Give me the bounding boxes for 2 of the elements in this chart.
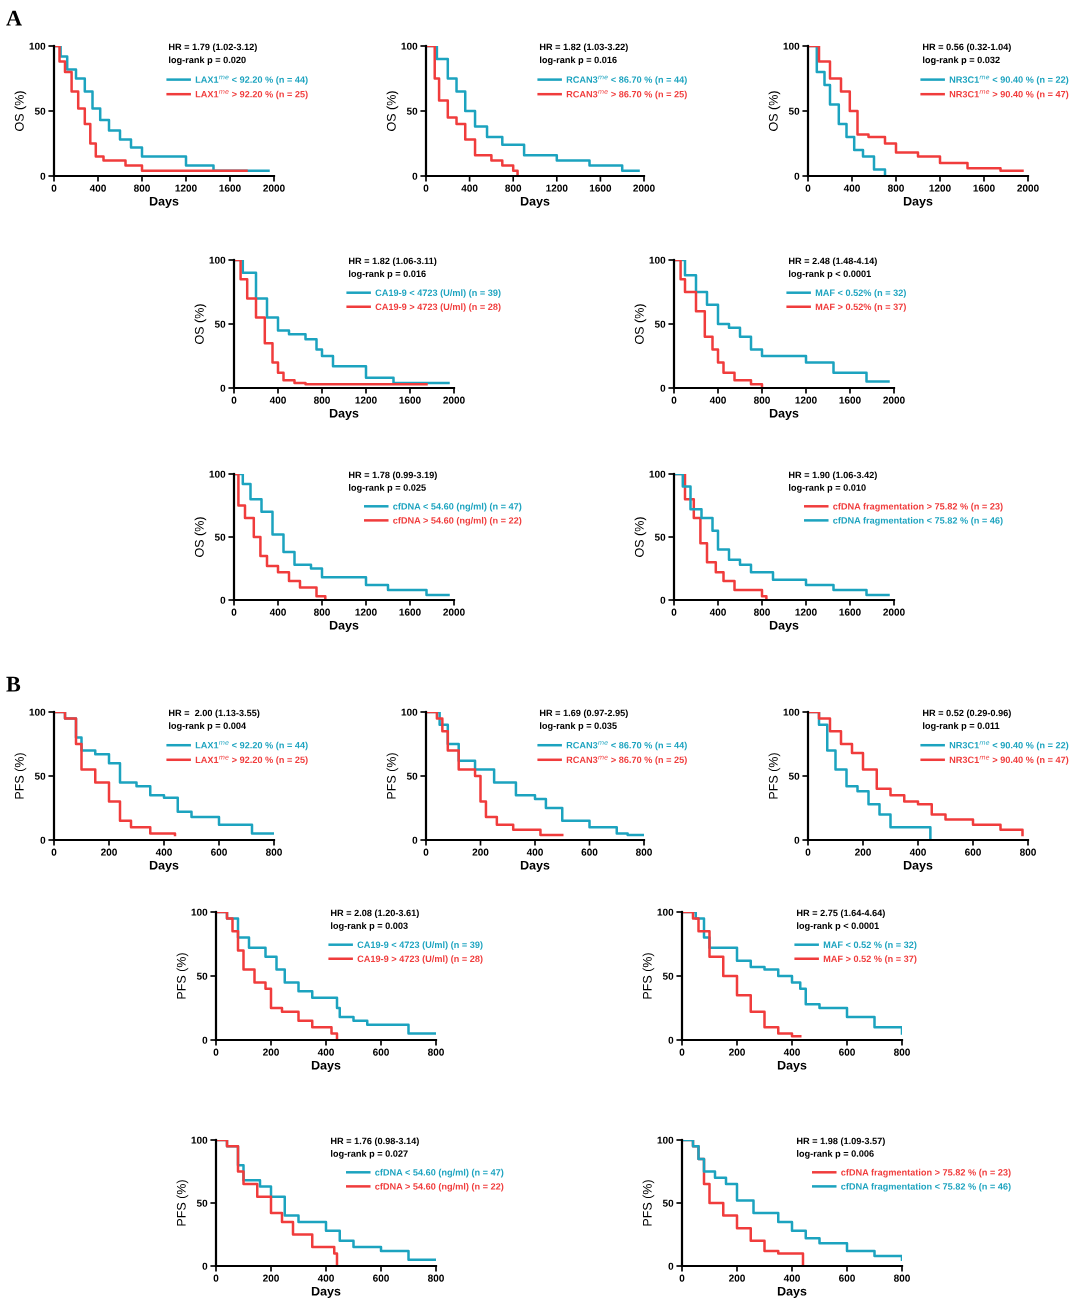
chart-title: A — [6, 10, 22, 26]
chart-title: B — [6, 676, 21, 692]
